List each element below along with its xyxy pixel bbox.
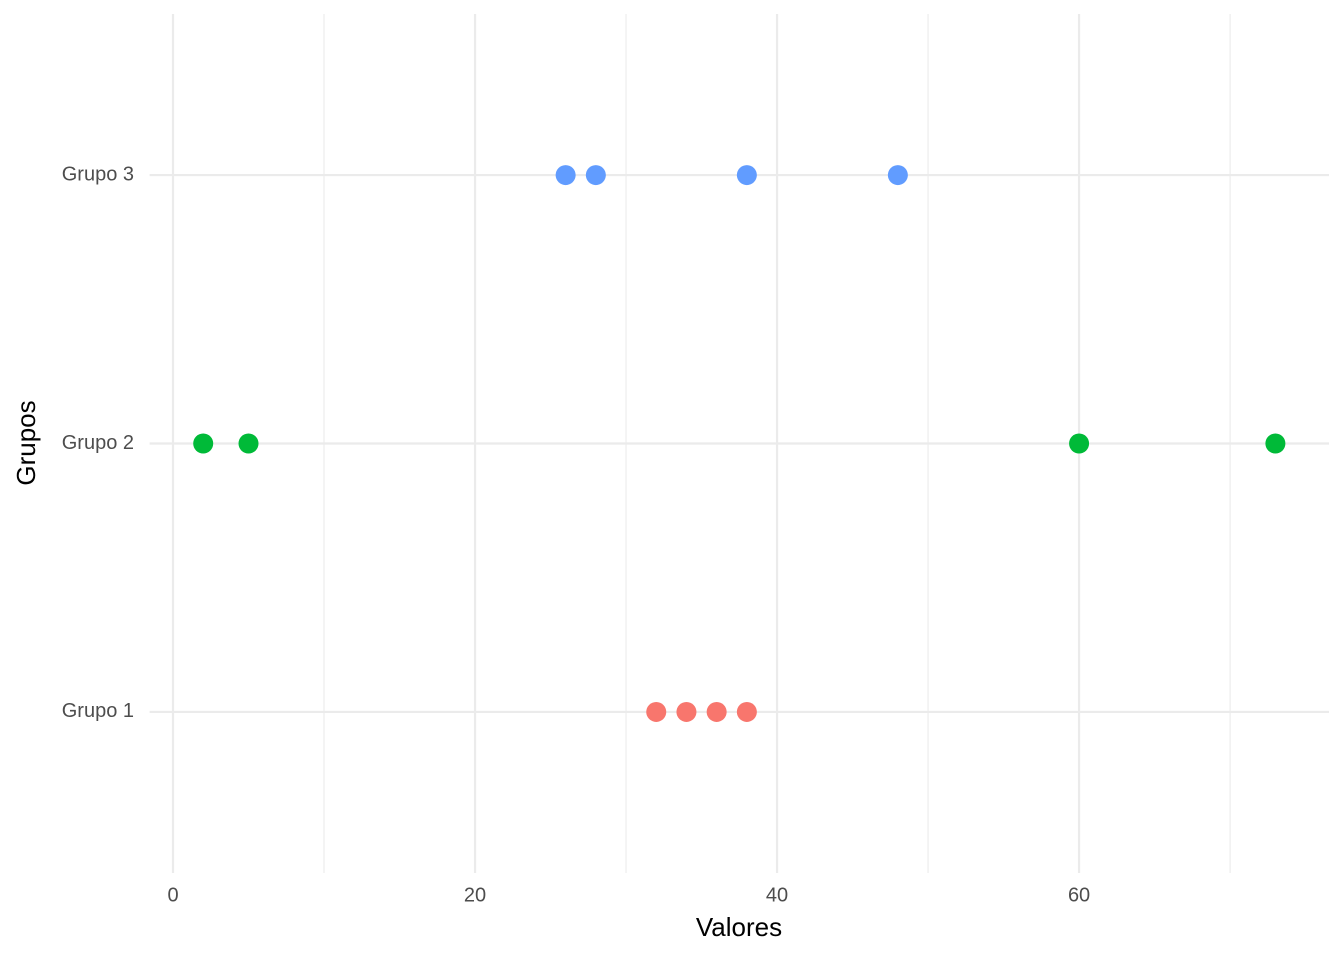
point xyxy=(736,165,757,186)
point xyxy=(736,701,757,722)
point xyxy=(706,701,727,722)
y-axis-title: Grupos xyxy=(11,400,41,485)
y-tick-label: Grupo 3 xyxy=(62,163,134,185)
point xyxy=(646,701,667,722)
x-tick-label: 20 xyxy=(464,884,486,906)
point xyxy=(1069,433,1090,454)
y-tick-label: Grupo 2 xyxy=(62,432,134,454)
point xyxy=(676,701,697,722)
point xyxy=(585,165,606,186)
point xyxy=(1265,433,1286,454)
x-axis-title: Valores xyxy=(696,912,782,942)
x-tick-label: 0 xyxy=(167,884,178,906)
point xyxy=(193,433,214,454)
x-tick-label: 40 xyxy=(766,884,788,906)
point xyxy=(555,165,576,186)
point xyxy=(238,433,259,454)
x-tick-label: 60 xyxy=(1068,884,1090,906)
y-tick-label: Grupo 1 xyxy=(62,700,134,722)
point xyxy=(887,165,908,186)
